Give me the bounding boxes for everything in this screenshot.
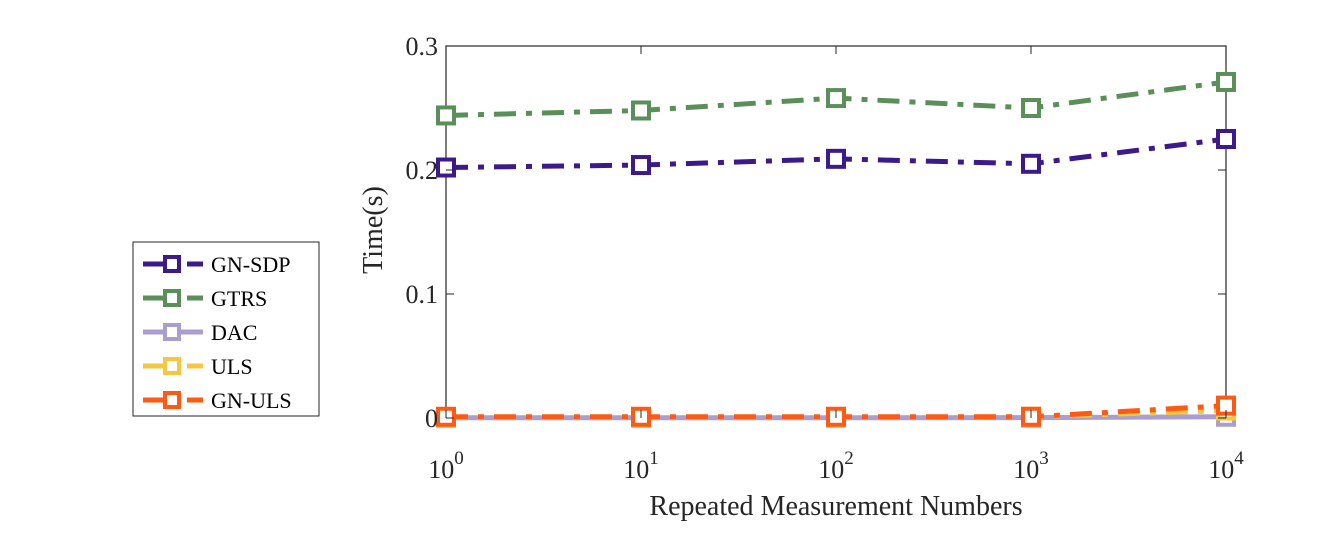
legend-item-gtrs: GTRS <box>143 286 267 311</box>
data-point <box>436 157 456 178</box>
data-point <box>436 105 456 126</box>
legend-item-gn-uls: GN-ULS <box>143 388 292 413</box>
legend-item-dac: DAC <box>143 320 257 345</box>
data-point <box>1216 129 1236 149</box>
y-axis-label: Time(s) <box>358 186 389 274</box>
legend-swatch-marker <box>163 391 181 409</box>
legend-label: ULS <box>211 354 253 379</box>
legend-label: GN-SDP <box>211 252 290 277</box>
data-point <box>1216 71 1236 92</box>
tick-layer: 100 101 102 103 104 0 0.1 0.2 0.3 <box>406 32 1245 484</box>
legend-label: GTRS <box>211 286 267 311</box>
data-point <box>631 155 651 176</box>
legend-swatch-marker <box>163 255 181 273</box>
data-point <box>631 100 651 121</box>
legend-label: GN-ULS <box>211 388 292 413</box>
data-point <box>1021 153 1041 174</box>
y-tick-label: 0.2 <box>406 156 439 185</box>
legend: GN-SDP GTRS DAC ULS GN-ULS <box>132 241 320 417</box>
x-axis-label: Repeated Measurement Numbers <box>649 491 1022 522</box>
y-tick-label: 0 <box>425 404 438 433</box>
x-tick-label: 101 <box>623 448 659 484</box>
series-gn-sdp <box>436 129 1236 178</box>
legend-swatch-marker <box>163 357 181 375</box>
legend-swatch-marker <box>163 289 181 307</box>
x-tick-label: 100 <box>428 448 464 484</box>
x-tick-label: 103 <box>1013 448 1049 484</box>
legend-item-gn-sdp: GN-SDP <box>143 252 290 277</box>
legend-item-uls: ULS <box>143 354 253 379</box>
y-tick-label: 0.1 <box>406 280 439 309</box>
y-tick-label: 0.3 <box>406 32 439 61</box>
data-point <box>1021 98 1041 118</box>
series-gtrs <box>436 71 1236 126</box>
data-point <box>826 148 846 169</box>
data-point <box>826 88 846 109</box>
legend-label: DAC <box>211 320 257 345</box>
legend-swatch-marker <box>163 323 181 341</box>
x-tick-label: 104 <box>1208 448 1244 484</box>
x-tick-label: 102 <box>818 448 854 484</box>
